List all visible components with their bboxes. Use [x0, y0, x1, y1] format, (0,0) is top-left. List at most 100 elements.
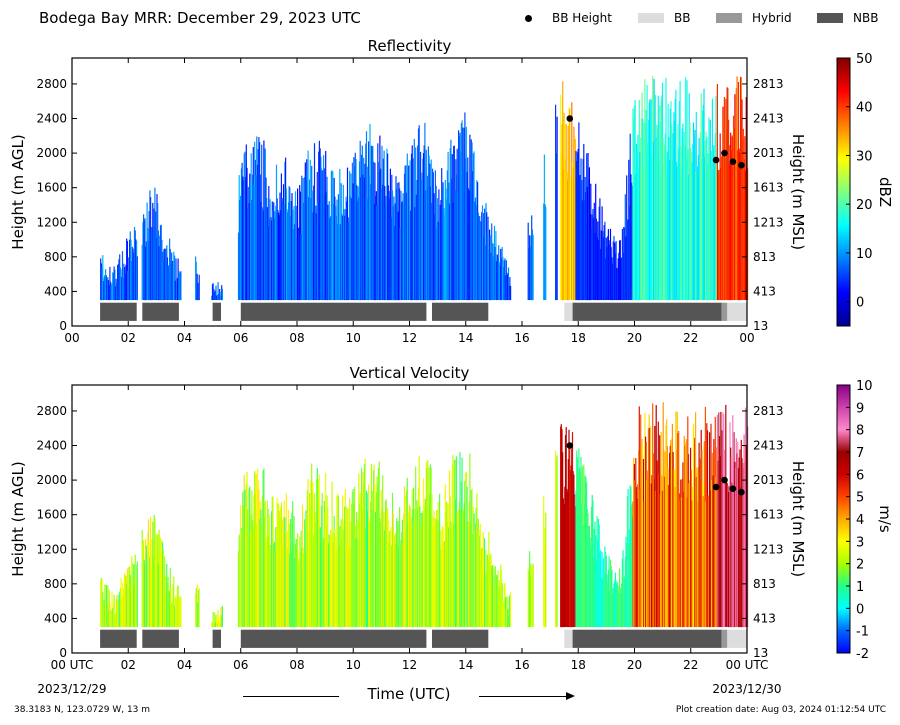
- x-tick-label: 22: [683, 331, 698, 345]
- heatmap-column: [277, 209, 279, 301]
- heatmap-column: [135, 239, 137, 300]
- heatmap-column: [574, 494, 576, 628]
- colorbar-tick-label: 8: [856, 424, 864, 439]
- heatmap-column: [590, 229, 593, 300]
- heatmap-column: [735, 468, 737, 628]
- heatmap-column: [586, 153, 588, 301]
- heatmap-column: [727, 88, 729, 301]
- x-tick-label: 02: [121, 658, 136, 672]
- heatmap-column: [414, 508, 416, 627]
- heatmap-column: [373, 204, 375, 301]
- heatmap-column: [661, 95, 663, 301]
- heatmap-column: [614, 580, 616, 628]
- heatmap-column: [356, 200, 358, 300]
- heatmap-column: [427, 511, 429, 628]
- heatmap-column: [441, 187, 443, 300]
- heatmap-column: [310, 480, 312, 628]
- heatmap-column: [738, 457, 740, 628]
- heatmap-column: [149, 557, 151, 627]
- heatmap-column: [564, 121, 566, 301]
- heatmap-column: [439, 204, 441, 301]
- heatmap-column: [504, 258, 506, 301]
- heatmap-column: [739, 152, 741, 300]
- x-tick-label: 00 UTC: [726, 658, 769, 672]
- heatmap-column: [576, 450, 578, 628]
- heatmap-column: [590, 537, 592, 627]
- heatmap-column: [609, 240, 611, 301]
- heatmap-column: [576, 457, 578, 627]
- heatmap-column: [709, 432, 711, 628]
- heatmap-column: [632, 501, 634, 628]
- colorbar-tick-label: 5: [856, 491, 864, 506]
- heatmap-column: [720, 167, 722, 300]
- heatmap-column: [479, 215, 481, 301]
- heatmap-column: [566, 488, 568, 628]
- heatmap-column: [240, 528, 242, 628]
- heatmap-column: [382, 536, 384, 628]
- heatmap-column: [699, 132, 702, 300]
- heatmap-column: [268, 186, 270, 301]
- heatmap-column: [678, 148, 680, 301]
- heatmap-column: [657, 462, 659, 627]
- heatmap-column: [605, 258, 607, 301]
- x-tick-label: 20: [627, 658, 642, 672]
- heatmap-column: [109, 603, 111, 627]
- heatmap-column: [376, 476, 378, 627]
- heatmap-column: [327, 507, 329, 628]
- heatmap-column: [166, 563, 168, 628]
- heatmap-column: [363, 157, 365, 301]
- heatmap-column: [131, 556, 133, 628]
- heatmap-column: [474, 197, 477, 300]
- heatmap-column: [120, 577, 122, 627]
- heatmap-column: [112, 608, 114, 628]
- heatmap-column: [298, 227, 300, 300]
- heatmap-column: [334, 196, 336, 300]
- heatmap-column: [167, 577, 169, 627]
- heatmap-column: [708, 495, 710, 628]
- heatmap-column: [150, 227, 152, 301]
- heatmap-column: [357, 519, 359, 628]
- heatmap-column: [289, 553, 291, 627]
- heatmap-column: [728, 162, 730, 301]
- heatmap-column: [616, 268, 619, 301]
- heatmap-column: [606, 247, 608, 300]
- heatmap-column: [468, 190, 470, 301]
- heatmap-column: [463, 503, 465, 628]
- heatmap-column: [297, 227, 299, 301]
- heatmap-column: [494, 246, 496, 300]
- y-tick-label: 400: [44, 284, 67, 298]
- heatmap-column: [458, 501, 460, 628]
- heatmap-column: [612, 241, 614, 301]
- classification-segment-nbb: [212, 629, 221, 648]
- heatmap-column: [614, 572, 616, 628]
- heatmap-column: [432, 517, 434, 628]
- heatmap-column: [297, 533, 299, 627]
- heatmap-column: [341, 214, 343, 301]
- heatmap-column: [341, 541, 343, 628]
- heatmap-column: [500, 258, 503, 301]
- heatmap-column: [448, 203, 451, 301]
- heatmap-column: [424, 498, 426, 628]
- heatmap-column: [354, 166, 356, 301]
- heatmap-column: [604, 546, 606, 627]
- heatmap-column: [338, 545, 340, 628]
- heatmap-column: [627, 219, 629, 300]
- heatmap-column: [213, 289, 215, 300]
- heatmap-column: [489, 235, 491, 300]
- classification-segment-hybrid: [721, 629, 728, 648]
- heatmap-column: [477, 182, 479, 300]
- heatmap-column: [467, 157, 469, 301]
- x-tick-label: 18: [571, 331, 586, 345]
- heatmap-column: [721, 153, 723, 301]
- heatmap-column: [451, 529, 453, 628]
- heatmap-column: [732, 115, 735, 301]
- heatmap-column: [380, 168, 382, 300]
- heatmap-column: [328, 534, 330, 628]
- heatmap-column: [157, 203, 159, 301]
- heatmap-column: [304, 548, 306, 628]
- heatmap-column: [702, 105, 704, 301]
- y-tick-label: 2000: [36, 473, 67, 487]
- heatmap-column: [247, 536, 249, 627]
- heatmap-column: [448, 470, 451, 627]
- heatmap-column: [155, 534, 157, 628]
